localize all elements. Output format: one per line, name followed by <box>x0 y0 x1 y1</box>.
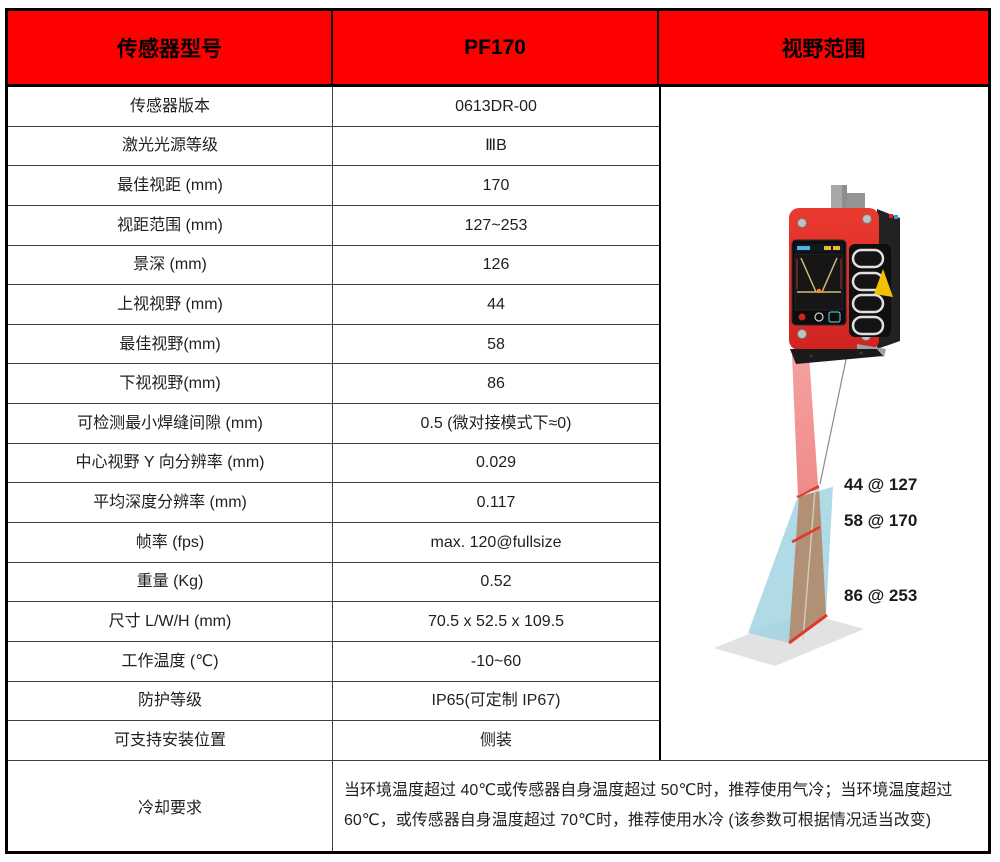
row-value: 0.5 (微对接模式下≈0) <box>420 414 572 432</box>
sensor-display <box>791 239 847 326</box>
row-label: 视距范围 (mm) <box>8 205 333 245</box>
table-row: 防护等级 IP65(可定制 IP67) <box>8 681 659 722</box>
header-sensor-model: 传感器型号 <box>8 11 333 84</box>
row-label: 工作温度 (℃) <box>8 641 333 681</box>
table-row: 传感器版本 0613DR-00 <box>8 87 659 127</box>
table-body: 传感器版本 0613DR-00 激光光源等级 ⅢB 最佳视距 (mm) 170 视距范… <box>8 87 988 760</box>
fov-label: 86 @ 253 <box>844 586 918 605</box>
fov-label: 58 @ 170 <box>844 511 918 530</box>
row-value: 0.117 <box>476 494 516 512</box>
row-label: 重量 (Kg) <box>8 562 333 602</box>
spec-table: 传感器型号 PF170 视野范围 传感器版本 0613DR-00 激光光源等级 ⅢB… <box>5 8 991 854</box>
table-row: 中心视野 Y 向分辨率 (mm) 0.029 <box>8 443 659 484</box>
row-value: 44 <box>487 295 505 313</box>
row-value: 126 <box>482 256 510 274</box>
header-fov-title: 视野范围 <box>781 37 866 61</box>
row-value: 0613DR-00 <box>455 97 537 115</box>
row-value: 70.5 x 52.5 x 109.5 <box>427 613 565 631</box>
table-row: 平均深度分辨率 (mm) 0.117 <box>8 483 659 524</box>
row-label: 最佳视距 (mm) <box>8 166 333 205</box>
table-row: 最佳视野(mm) 58 <box>8 324 659 365</box>
table-row: 最佳视距 (mm) 170 <box>8 166 659 206</box>
row-label: 可支持安装位置 <box>8 721 333 760</box>
row-value: ⅢB <box>485 137 507 155</box>
table-row: 工作温度 (℃) -10~60 <box>8 641 659 682</box>
table-row: 视距范围 (mm) 127~253 <box>8 205 659 246</box>
guide-line <box>819 349 849 485</box>
row-value: 0.52 <box>480 573 512 591</box>
row-value: 0.029 <box>475 454 517 472</box>
fov-panel: 44 @ 127 58 @ 170 86 @ 253 <box>661 87 988 760</box>
row-value: 侧装 <box>479 731 512 749</box>
row-value: 170 <box>482 177 510 194</box>
fov-marker-127 <box>796 484 820 499</box>
row-label: 景深 (mm) <box>8 245 333 285</box>
row-value: -10~60 <box>470 652 522 670</box>
row-label: 传感器版本 <box>8 87 333 126</box>
row-label: 中心视野 Y 向分辨率 (mm) <box>8 443 333 483</box>
spec-rows: 传感器版本 0613DR-00 激光光源等级 ⅢB 最佳视距 (mm) 170 视距范… <box>8 87 661 760</box>
row-label: 平均深度分辨率 (mm) <box>8 483 333 523</box>
table-row: 尺寸 L/W/H (mm) 70.5 x 52.5 x 109.5 <box>8 602 659 642</box>
row-label: 可检测最小焊缝间隙 (mm) <box>8 404 333 443</box>
row-value: IP65(可定制 IP67) <box>431 692 561 710</box>
row-label: 激光光源等级 <box>8 126 333 166</box>
screw <box>797 218 807 228</box>
table-row: 下视视野(mm) 86 <box>8 364 659 405</box>
ring-icon <box>814 312 824 322</box>
laser-fan <box>792 355 818 496</box>
sensor-bottom <box>790 349 883 364</box>
record-dot-icon <box>798 313 806 321</box>
row-label: 冷却要求 <box>8 761 333 851</box>
row-value: 86 <box>487 375 505 393</box>
fov-volume <box>748 484 834 645</box>
table-row: 景深 (mm) 126 <box>8 245 659 286</box>
table-row: 可检测最小焊缝间隙 (mm) 0.5 (微对接模式下≈0) <box>8 404 659 444</box>
row-label: 防护等级 <box>8 681 333 721</box>
table-row: 可支持安装位置 侧装 <box>8 721 659 760</box>
row-value: 58 <box>487 335 505 353</box>
cooling-text: 当环境温度超过 40℃或传感器自身温度超过 50℃时，推荐使用气冷；当环境温度超… <box>344 782 953 829</box>
sensor-illustration <box>789 185 900 364</box>
fov-marker-253 <box>788 613 828 645</box>
table-row: 激光光源等级 ⅢB <box>8 126 659 167</box>
row-label: 上视视野 (mm) <box>8 285 333 324</box>
table-row: 重量 (Kg) 0.52 <box>8 562 659 603</box>
row-label: 最佳视野(mm) <box>8 324 333 364</box>
laser-warning-icon <box>874 269 893 297</box>
row-label: 下视视野(mm) <box>8 364 333 404</box>
cooling-value: 当环境温度超过 40℃或传感器自身温度超过 50℃时，推荐使用气冷；当环境温度超… <box>333 761 988 851</box>
row-value: 127~253 <box>464 216 528 234</box>
row-label: 帧率 (fps) <box>8 523 333 562</box>
row-label: 尺寸 L/W/H (mm) <box>8 602 333 641</box>
table-row: 上视视野 (mm) 44 <box>8 285 659 325</box>
fov-diagram <box>714 185 900 666</box>
header-row: 传感器型号 PF170 视野范围 <box>8 11 988 87</box>
cable-elbow <box>847 193 865 210</box>
temp-icon <box>828 311 841 323</box>
table-row: 帧率 (fps) max. 120@fullsize <box>8 523 659 563</box>
screw <box>862 214 872 224</box>
row-value: max. 120@fullsize <box>430 533 562 551</box>
fov-marker-170 <box>791 525 821 544</box>
fov-label: 44 @ 127 <box>844 475 918 494</box>
cooling-row: 冷却要求 当环境温度超过 40℃或传感器自身温度超过 50℃时，推荐使用气冷；当… <box>8 760 988 851</box>
header-model-value: PF170 <box>333 11 659 84</box>
screw <box>797 329 807 339</box>
